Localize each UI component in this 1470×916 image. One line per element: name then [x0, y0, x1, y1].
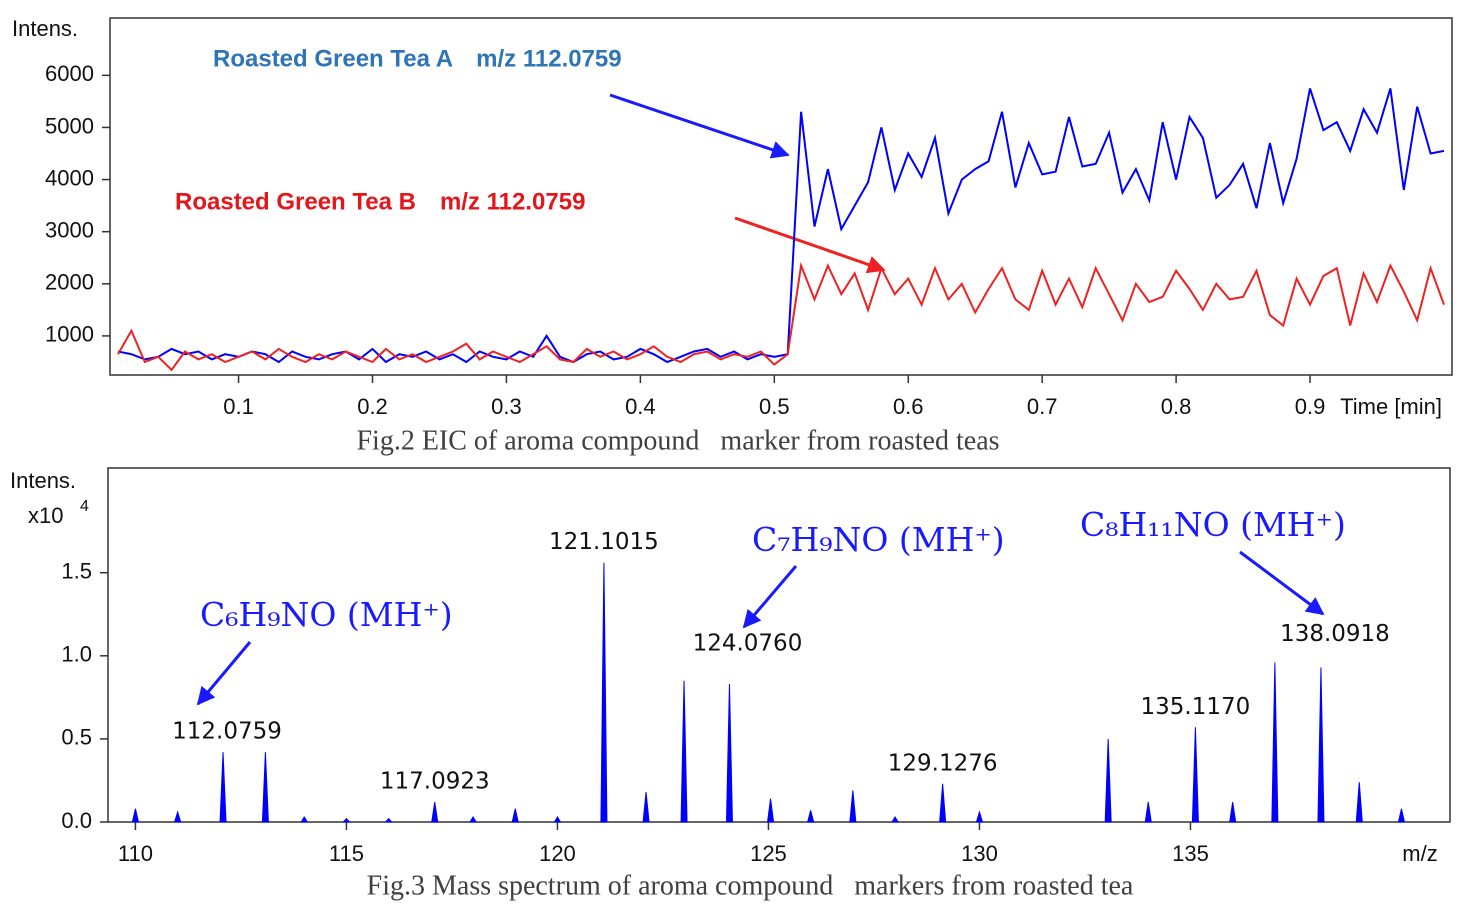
peak [261, 752, 269, 823]
x-tick-label: 0.4 [625, 394, 656, 419]
y-scale-label: x10 [28, 503, 63, 528]
x-tick-label: 115 [329, 841, 364, 866]
peak [1104, 738, 1112, 823]
peak [469, 816, 477, 823]
x-tick-label: 135 [1172, 841, 1209, 866]
caption: Fig.2 EIC of aroma compound marker from … [356, 425, 999, 456]
arrow [742, 565, 798, 629]
y-tick-label: 5000 [45, 113, 94, 138]
peak [849, 790, 857, 823]
plot-frame [109, 17, 1453, 376]
x-tick-label: 0.8 [1161, 394, 1192, 419]
peak [1271, 662, 1279, 823]
y-axis-label: Intens. [12, 16, 78, 41]
y-tick-label: 1.0 [61, 642, 92, 667]
peak [431, 801, 439, 823]
peak [384, 817, 393, 823]
x-tick-label: 130 [961, 841, 998, 866]
x-axis-label: m/z [1402, 841, 1437, 866]
peak [131, 808, 140, 823]
peak [600, 562, 608, 823]
peak [1144, 801, 1152, 823]
peak [1229, 801, 1237, 823]
x-tick-label: 0.9 [1295, 394, 1326, 419]
peak-label: 138.0918 [1280, 621, 1390, 647]
peak [766, 798, 775, 823]
peak-label: 117.0923 [380, 769, 490, 795]
peak-label: 121.1015 [549, 529, 659, 555]
y-scale-exponent: 4 [80, 498, 89, 515]
caption: Fig.3 Mass spectrum of aroma compound ma… [367, 870, 1134, 901]
annotation: C₈H₁₁NO (MH⁺) [1080, 505, 1346, 544]
y-tick-label: 6000 [45, 61, 94, 86]
peak [342, 817, 351, 823]
x-axis-label: Time [min] [1340, 394, 1442, 419]
arrow [196, 641, 252, 706]
peak [807, 810, 815, 823]
peak [300, 816, 309, 823]
line-series [117, 88, 1445, 364]
peak [219, 752, 227, 823]
peak [975, 810, 984, 823]
x-tick-label: 110 [118, 841, 153, 866]
x-tick-label: 120 [539, 841, 576, 866]
y-tick-label: 0.0 [61, 808, 92, 833]
peak [511, 808, 519, 823]
peak [725, 684, 733, 823]
x-tick-label: 0.5 [759, 394, 790, 419]
arrow [609, 93, 790, 159]
peak [1317, 667, 1325, 823]
x-tick-label: 0.6 [893, 394, 924, 419]
peak [173, 810, 182, 823]
x-tick-label: 0.3 [491, 394, 522, 419]
annotation: C₆H₉NO (MH⁺) [200, 595, 453, 634]
peak [642, 792, 650, 823]
y-tick-label: 2000 [45, 270, 94, 295]
annotation: C₇H₉NO (MH⁺) [752, 520, 1005, 559]
y-axis-label: Intens. [10, 468, 76, 493]
peak-label: 135.1170 [1141, 694, 1251, 720]
peak-label: 112.0759 [172, 719, 282, 745]
y-tick-label: 4000 [45, 165, 94, 190]
peak [1191, 727, 1199, 823]
peak [1397, 808, 1406, 823]
y-tick-label: 1.5 [61, 559, 92, 584]
plot-frame [107, 467, 1451, 823]
peak-label: 129.1276 [888, 750, 998, 776]
peak [553, 816, 562, 823]
x-tick-label: 0.7 [1027, 394, 1058, 419]
peak [891, 816, 899, 823]
series-label: Roasted Green Tea B m/z 112.0759 [175, 188, 585, 215]
y-tick-label: 1000 [45, 322, 94, 347]
peak-label: 124.0760 [693, 631, 803, 657]
x-tick-label: 125 [750, 841, 787, 866]
arrow [1239, 550, 1325, 616]
peak [939, 783, 947, 823]
series-label: Roasted Green Tea A m/z 112.0759 [213, 45, 622, 72]
x-tick-label: 0.1 [223, 394, 254, 419]
y-tick-label: 3000 [45, 217, 94, 242]
y-tick-label: 0.5 [61, 725, 92, 750]
arrow [734, 216, 886, 274]
x-tick-label: 0.2 [357, 394, 388, 419]
line-series [117, 261, 1445, 372]
peak [680, 680, 688, 823]
peak [1355, 782, 1363, 823]
